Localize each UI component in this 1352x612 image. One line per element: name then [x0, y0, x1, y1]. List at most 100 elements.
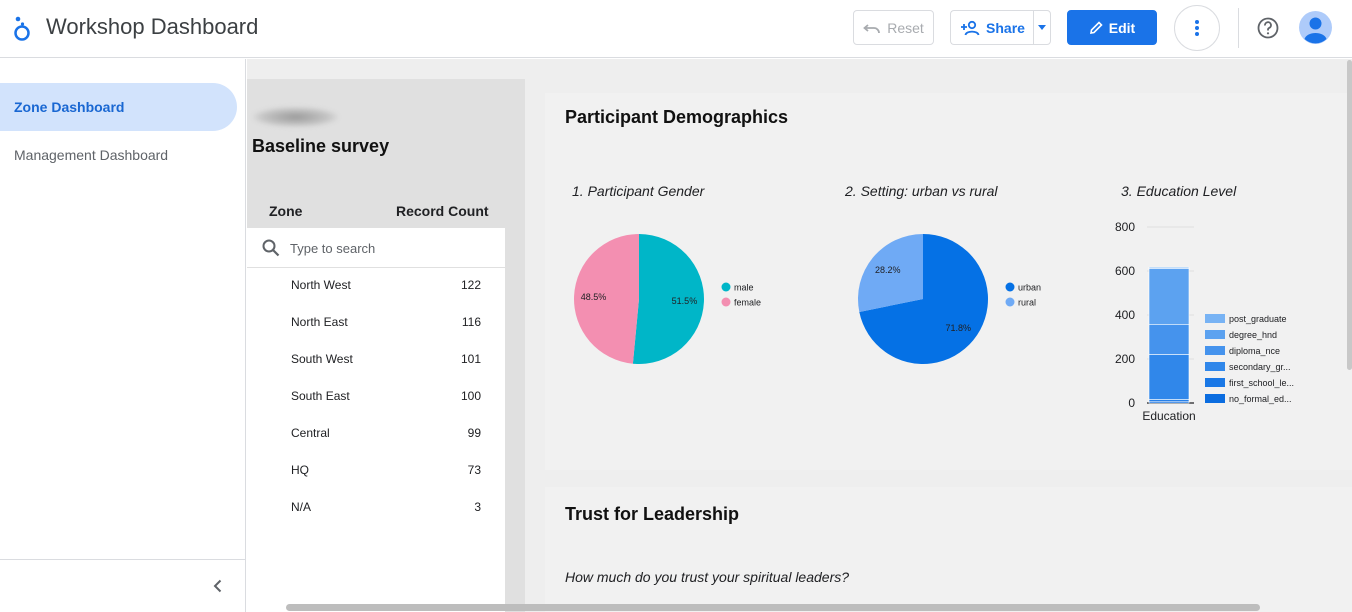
gender-pie-chart[interactable]: 51.5% 48.5% male female — [573, 233, 803, 369]
share-button[interactable]: Share — [950, 10, 1034, 45]
legend-label: urban — [1018, 283, 1041, 293]
reset-button[interactable]: Reset — [853, 10, 934, 45]
sidebar-item-zone-dashboard[interactable]: Zone Dashboard — [0, 83, 237, 131]
pie-data-label: 28.2% — [875, 265, 901, 275]
table-row[interactable]: North West 122 — [247, 268, 505, 305]
pie-data-label: 51.5% — [672, 296, 698, 306]
count-cell: 116 — [461, 315, 481, 329]
legend-label: diploma_nce — [1229, 346, 1280, 356]
survey-panel: Baseline survey Zone Record Count North … — [247, 79, 525, 612]
y-tick-label: 600 — [1115, 264, 1135, 278]
account-avatar-icon[interactable] — [1299, 11, 1332, 44]
bar-segment[interactable] — [1148, 324, 1190, 355]
legend-swatch — [1205, 394, 1225, 403]
zone-cell: N/A — [291, 500, 312, 514]
count-cell: 99 — [467, 426, 481, 440]
zone-cell: North West — [291, 278, 351, 292]
legend-swatch — [1005, 282, 1015, 292]
page-navigation-sidebar: Zone Dashboard Management Dashboard — [0, 59, 246, 612]
x-tick-label: Education — [1142, 409, 1195, 423]
pie-slice-female[interactable] — [573, 234, 639, 364]
legend-swatch — [1005, 297, 1015, 307]
sidebar-item-label: Zone Dashboard — [14, 99, 125, 115]
pie-slice-urban[interactable] — [859, 234, 988, 364]
zone-cell: South East — [291, 389, 350, 403]
bar-segment[interactable] — [1148, 266, 1190, 269]
share-dropdown-button[interactable] — [1033, 10, 1051, 45]
table-row[interactable]: North East 116 — [247, 305, 505, 342]
more-options-button[interactable] — [1174, 5, 1220, 51]
table-row[interactable]: Central 99 — [247, 416, 505, 453]
pencil-icon — [1089, 20, 1103, 34]
trust-card: Trust for Leadership How much do you tru… — [545, 487, 1352, 612]
count-cell: 101 — [460, 352, 481, 366]
legend-label: female — [734, 298, 761, 308]
share-label: Share — [986, 19, 1025, 36]
pie-data-label: 48.5% — [581, 292, 607, 302]
column-header-zone[interactable]: Zone — [269, 203, 303, 219]
zone-filter-table: North West 122 North East 116 South West… — [247, 228, 505, 612]
undo-icon — [863, 23, 881, 33]
zone-cell: Central — [291, 426, 330, 440]
person-add-icon — [961, 20, 980, 35]
zone-cell: North East — [291, 315, 348, 329]
y-tick-label: 800 — [1115, 220, 1135, 234]
table-row[interactable]: South West 101 — [247, 342, 505, 379]
survey-title: Baseline survey — [252, 136, 390, 156]
pie-slice-male[interactable] — [632, 234, 704, 364]
horizontal-scrollbar[interactable] — [286, 604, 1260, 611]
legend-swatch — [721, 282, 731, 292]
count-cell: 3 — [474, 500, 481, 514]
edit-button[interactable]: Edit — [1067, 10, 1157, 45]
gender-chart-title: 1. Participant Gender — [572, 183, 705, 199]
table-row[interactable]: HQ 73 — [247, 453, 505, 490]
legend-swatch — [1205, 346, 1225, 355]
edit-label: Edit — [1108, 19, 1136, 36]
bar-segment[interactable] — [1148, 268, 1190, 325]
education-stacked-bar-chart[interactable]: 0 200 400 600 800 Education post_graduatedegre… — [1115, 220, 1350, 436]
more-vert-icon — [1195, 20, 1199, 36]
legend-swatch — [1205, 378, 1225, 387]
pie-slice-rural[interactable] — [858, 234, 923, 312]
column-header-record-count[interactable]: Record Count — [396, 203, 489, 219]
sidebar-item-label: Management Dashboard — [14, 147, 169, 163]
header-divider — [1238, 8, 1239, 48]
search-row — [247, 228, 505, 268]
search-input[interactable] — [290, 237, 490, 259]
demographics-title: Participant Demographics — [565, 107, 789, 127]
trust-title: Trust for Leadership — [565, 504, 740, 524]
zone-cell: HQ — [291, 463, 309, 477]
sidebar-item-management-dashboard[interactable]: Management Dashboard — [0, 131, 237, 179]
count-cell: 122 — [460, 278, 481, 292]
legend-swatch — [721, 297, 731, 307]
zone-cell: South West — [291, 352, 353, 366]
chevron-left-icon[interactable] — [210, 578, 226, 594]
legend-swatch — [1205, 314, 1225, 323]
blurred-logo — [253, 107, 338, 127]
demographics-card: Participant Demographics 1. Participant … — [545, 93, 1352, 470]
app-title: Workshop Dashboard — [46, 14, 259, 39]
y-tick-label: 400 — [1115, 308, 1135, 322]
report-canvas: Baseline survey Zone Record Count North … — [247, 59, 1352, 612]
legend-label: male — [734, 283, 754, 293]
y-tick-label: 0 — [1128, 396, 1135, 410]
legend-label: degree_hnd — [1229, 330, 1277, 340]
table-row[interactable]: South East 100 — [247, 379, 505, 416]
legend-label: first_school_le... — [1229, 378, 1294, 388]
top-app-bar: Workshop Dashboard Reset Share Edit — [0, 0, 1352, 58]
legend-swatch — [1205, 330, 1225, 339]
bar-segment[interactable] — [1148, 354, 1190, 400]
reset-label: Reset — [887, 19, 924, 36]
y-tick-label: 200 — [1115, 352, 1135, 366]
trust-question: How much do you trust your spiritual lea… — [565, 569, 850, 585]
table-row[interactable]: N/A 3 — [247, 490, 505, 527]
caret-down-icon — [1038, 25, 1046, 30]
setting-pie-chart[interactable]: 71.8% 28.2% urban rural — [857, 233, 1087, 369]
vertical-scrollbar[interactable] — [1347, 60, 1352, 370]
legend-label: rural — [1018, 298, 1036, 308]
help-icon[interactable] — [1257, 17, 1279, 39]
sidebar-footer — [0, 559, 246, 612]
legend-label: secondary_gr... — [1229, 362, 1291, 372]
setting-chart-title: 2. Setting: urban vs rural — [845, 183, 998, 199]
count-cell: 73 — [467, 463, 481, 477]
